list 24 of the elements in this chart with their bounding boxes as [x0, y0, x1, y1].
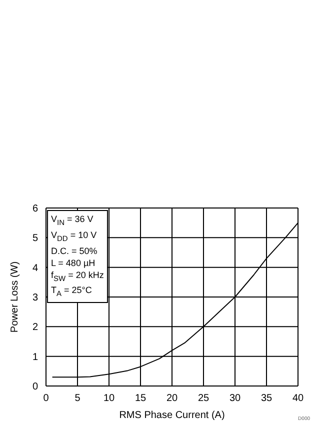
x-tick-label: 35	[260, 393, 272, 404]
x-tick-label: 30	[229, 393, 241, 404]
annotation: f$_{SW}$ = 20 kHz	[51, 268, 104, 284]
annotation: V$_{IN}$ = 36 V	[51, 213, 94, 229]
x-axis-title: RMS Phase Current (A)	[119, 410, 225, 421]
x-tick-label: 5	[74, 393, 81, 404]
y-tick-label: 4	[32, 262, 38, 274]
y-axis-title: Power Loss (W)	[10, 261, 21, 333]
x-tick-label: 40	[292, 393, 304, 404]
y-tick-label: 3	[32, 292, 38, 304]
y-tick-label: 0	[32, 382, 38, 393]
x-tick-label: 0	[43, 393, 50, 404]
annotation: V$_{DD}$ = 10 V	[51, 228, 98, 245]
annotation: L = 480 µH	[51, 256, 96, 269]
y-tick-label: 6	[32, 204, 38, 215]
y-tick-label: 2	[32, 322, 38, 334]
annotation: T$_{A}$ = 25°C	[51, 284, 93, 300]
y-tick-label: 1	[32, 352, 38, 363]
x-tick-label: 25	[198, 393, 210, 404]
x-tick-label: 15	[134, 393, 146, 404]
x-tick-label: 20	[166, 393, 178, 404]
annotation: D.C. = 50%	[51, 244, 98, 257]
x-tick-label: 10	[103, 393, 115, 404]
y-tick-label: 5	[32, 233, 38, 244]
